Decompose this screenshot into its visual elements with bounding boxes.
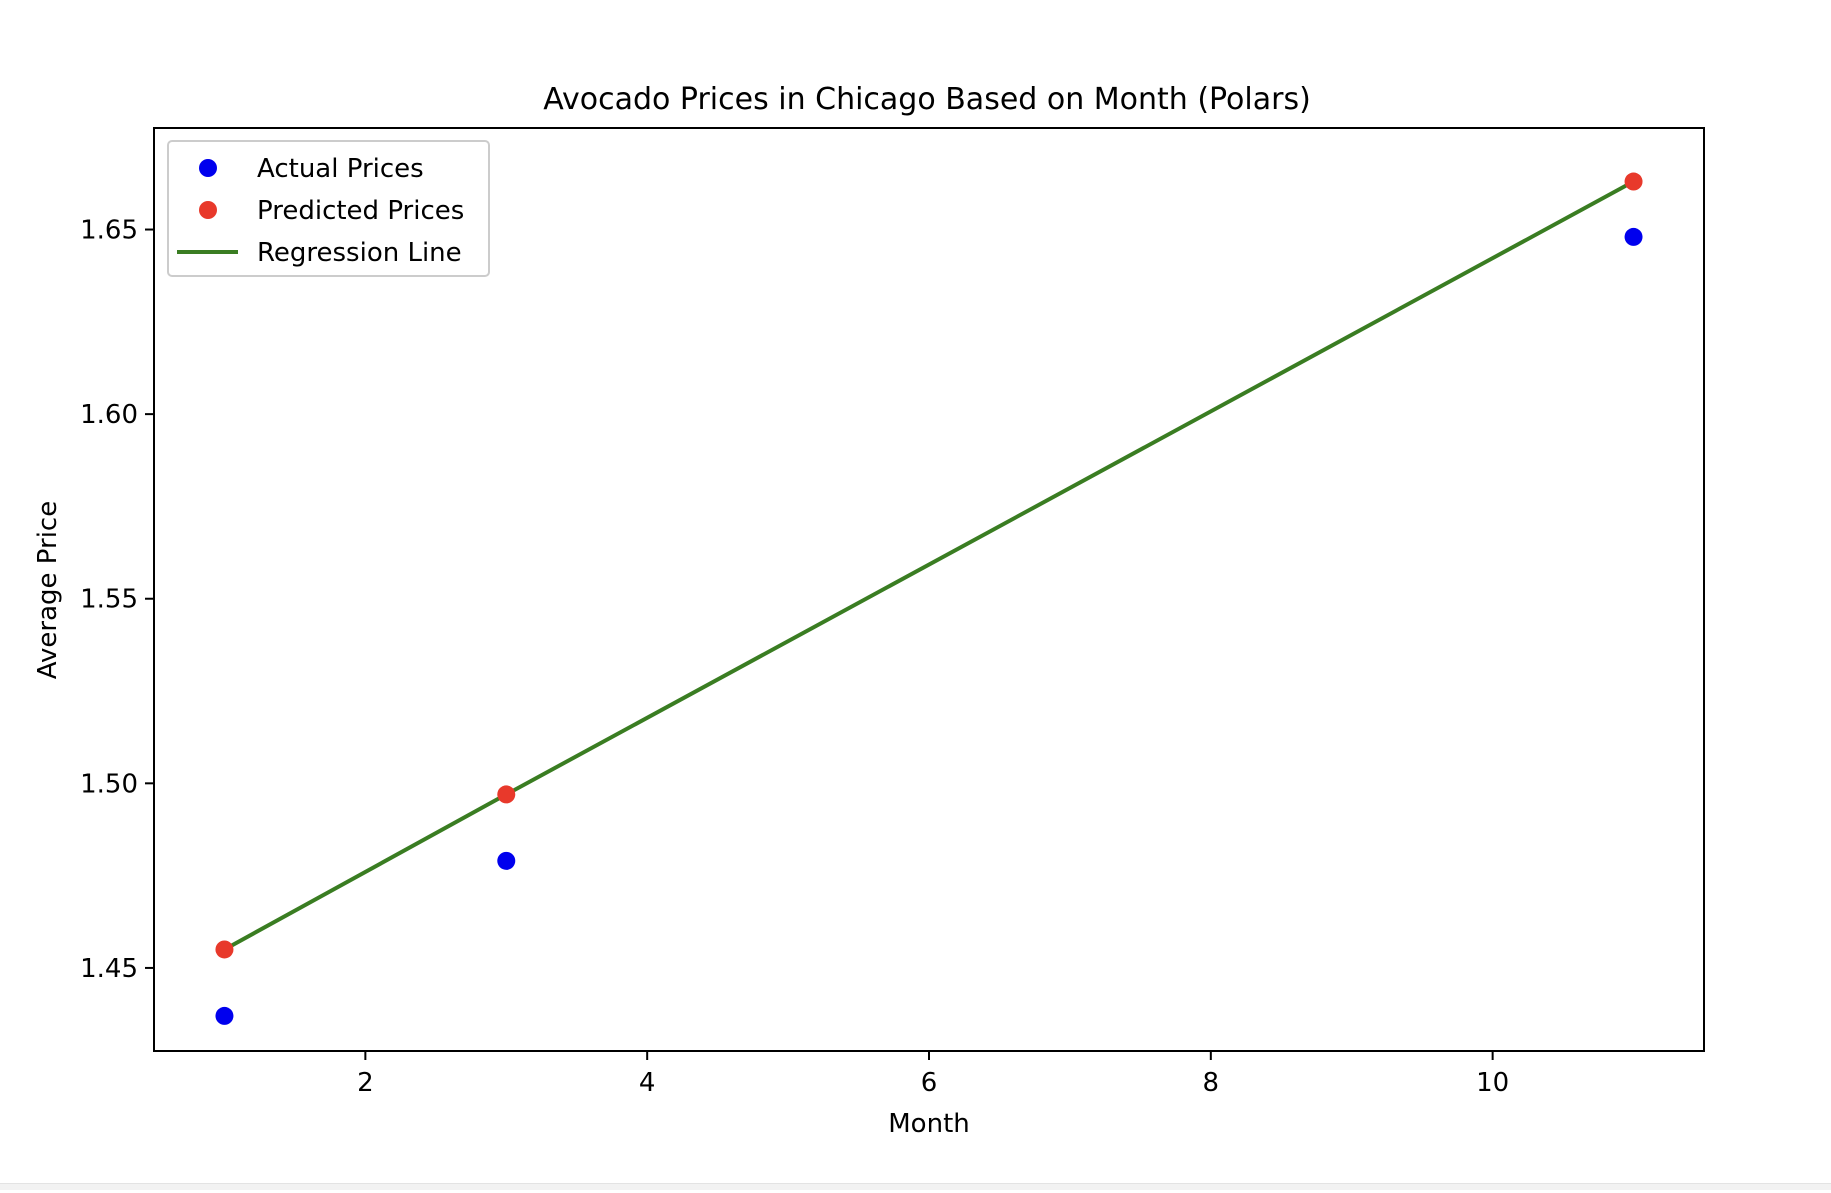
predicted-price-point: [1624, 172, 1643, 191]
chart-title: Avocado Prices in Chicago Based on Month…: [543, 82, 1311, 117]
plot-area: [215, 172, 1643, 1025]
x-tick-label: 2: [357, 1068, 374, 1098]
legend-frame: [167, 140, 490, 277]
y-tick-label: 1.65: [80, 216, 138, 246]
y-tick-label: 1.60: [80, 400, 138, 430]
predicted-price-point: [215, 940, 234, 959]
x-axis-label: Month: [888, 1109, 970, 1139]
regression-line: [223, 179, 1635, 952]
x-tick-label: 8: [1203, 1068, 1220, 1098]
legend-marker-predicted: [199, 201, 217, 219]
legend-label: Regression Line: [257, 238, 462, 268]
legend-label: Predicted Prices: [257, 196, 464, 226]
legend-label: Actual Prices: [257, 154, 424, 184]
actual-price-point: [1624, 227, 1643, 246]
bottom-strip: [0, 1183, 1831, 1190]
legend-marker-actual: [199, 159, 217, 177]
y-tick-label: 1.55: [80, 585, 138, 615]
actual-price-point: [497, 851, 516, 870]
legend: Actual Prices Predicted Prices Regression …: [167, 140, 490, 277]
x-tick-label: 6: [921, 1068, 938, 1098]
y-tick-label: 1.50: [80, 769, 138, 799]
x-tick-label: 10: [1476, 1068, 1509, 1098]
actual-price-point: [215, 1006, 234, 1025]
y-axis-label: Average Price: [33, 501, 63, 679]
x-tick-label: 4: [639, 1068, 656, 1098]
y-axis: 1.45 1.50 1.55 1.60 1.65: [80, 216, 154, 984]
predicted-price-point: [497, 785, 516, 804]
x-axis: 2 4 6 8 10: [357, 1051, 1509, 1098]
y-tick-label: 1.45: [80, 954, 138, 984]
